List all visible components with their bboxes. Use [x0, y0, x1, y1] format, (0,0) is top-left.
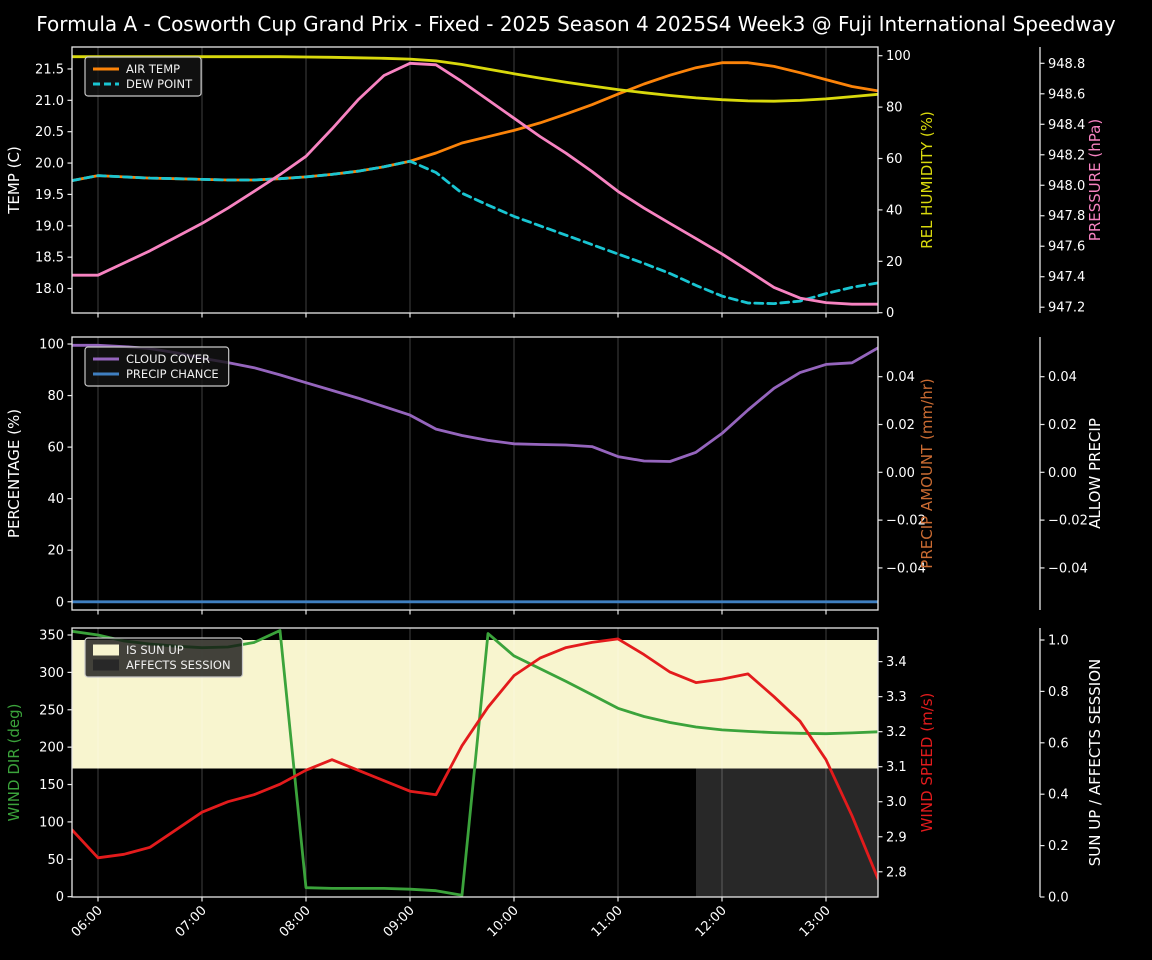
axis-label-temp-c-: TEMP (C) [5, 146, 23, 215]
svg-text:21.0: 21.0 [35, 94, 64, 109]
svg-text:0.04: 0.04 [1048, 370, 1077, 385]
svg-text:0.2: 0.2 [1048, 839, 1069, 854]
svg-text:3.0: 3.0 [886, 795, 907, 810]
svg-text:0.6: 0.6 [1048, 736, 1069, 751]
svg-text:20.5: 20.5 [35, 125, 64, 140]
svg-text:947.2: 947.2 [1048, 301, 1085, 316]
svg-text:3.4: 3.4 [886, 655, 907, 670]
axis-label-wind-dir-deg-: WIND DIR (deg) [5, 704, 23, 822]
svg-text:948.6: 948.6 [1048, 87, 1085, 102]
svg-text:60: 60 [886, 152, 903, 167]
svg-text:80: 80 [47, 389, 64, 404]
panel-temperature: 18.0 18.5 19.0 19.5 20.0 20.5 21.0 21.5 0 20 40 60 8… [5, 46, 1104, 321]
svg-text:0.8: 0.8 [1048, 685, 1069, 700]
x-tick-label: 06:00 [69, 903, 106, 940]
svg-text:50: 50 [47, 853, 64, 868]
svg-text:40: 40 [886, 203, 903, 218]
svg-text:0.00: 0.00 [886, 466, 915, 481]
svg-text:−0.02: −0.02 [886, 514, 926, 529]
svg-text:947.8: 947.8 [1048, 209, 1085, 224]
svg-text:80: 80 [886, 101, 903, 116]
svg-text:−0.04: −0.04 [886, 561, 926, 576]
panel-precipitation: 0 20 40 60 80 100 0.04 0.02 0.00 −0.02 −0.04 0.04 0.… [5, 336, 1104, 615]
svg-text:19.5: 19.5 [35, 188, 64, 203]
series-pressure [72, 61, 878, 306]
svg-text:3.1: 3.1 [886, 760, 907, 775]
axis-label-wind-speed-m-s-: WIND SPEED (m/s) [918, 693, 936, 833]
svg-text:18.5: 18.5 [35, 251, 64, 266]
x-tick-label: 10:00 [485, 903, 522, 940]
x-tick-label: 12:00 [693, 903, 730, 940]
svg-text:948.2: 948.2 [1048, 148, 1085, 163]
svg-text:948.0: 948.0 [1048, 179, 1085, 194]
svg-text:40: 40 [47, 492, 64, 507]
axis-label-pressure-hpa-: PRESSURE (hPa) [1086, 119, 1104, 241]
x-tick-label: 08:00 [277, 903, 314, 940]
svg-text:100: 100 [886, 49, 911, 64]
svg-text:150: 150 [39, 778, 64, 793]
svg-text:−0.04: −0.04 [1048, 561, 1088, 576]
series-wind-speed [72, 637, 878, 881]
svg-text:−0.02: −0.02 [1048, 514, 1088, 529]
svg-text:2.9: 2.9 [886, 830, 907, 845]
svg-text:3.2: 3.2 [886, 725, 907, 740]
svg-text:250: 250 [39, 703, 64, 718]
series-rel-humidity [72, 55, 878, 103]
svg-text:19.0: 19.0 [35, 219, 64, 234]
svg-text:3.3: 3.3 [886, 690, 907, 705]
axis-label-percentage-: PERCENTAGE (%) [5, 409, 23, 538]
x-tick-label: 11:00 [589, 903, 626, 940]
svg-text:18.0: 18.0 [35, 282, 64, 297]
legend-swatch-affects-session [93, 659, 119, 671]
x-tick-label: 13:00 [797, 903, 834, 940]
chart-title: Formula A - Cosworth Cup Grand Prix - Fi… [36, 12, 1116, 36]
svg-text:350: 350 [39, 628, 64, 643]
svg-text:0.02: 0.02 [1048, 418, 1077, 433]
svg-text:20: 20 [886, 255, 903, 270]
svg-text:948.4: 948.4 [1048, 118, 1085, 133]
svg-text:0: 0 [56, 595, 64, 610]
svg-text:947.4: 947.4 [1048, 270, 1085, 285]
svg-text:100: 100 [39, 338, 64, 353]
x-tick-label: 07:00 [173, 903, 210, 940]
legend-label-cloud-cover: CLOUD COVER [126, 352, 210, 366]
svg-text:2.8: 2.8 [886, 865, 907, 880]
legend-label-air-temp: AIR TEMP [126, 62, 180, 76]
svg-text:100: 100 [39, 815, 64, 830]
svg-text:60: 60 [47, 441, 64, 456]
legend-swatch-is-sun-up [93, 644, 119, 656]
legend-label-is-sun-up: IS SUN UP [126, 643, 184, 657]
svg-text:0: 0 [56, 890, 64, 905]
svg-text:200: 200 [39, 741, 64, 756]
axis-label-precip-amount-mm-hr-: PRECIP AMOUNT (mm/hr) [918, 378, 936, 568]
axis-label-sun-up-affects-session: SUN UP / AFFECTS SESSION [1086, 659, 1104, 867]
svg-text:21.5: 21.5 [35, 62, 64, 77]
svg-text:20: 20 [47, 544, 64, 559]
svg-text:947.6: 947.6 [1048, 240, 1085, 255]
svg-text:300: 300 [39, 666, 64, 681]
legend-label-dew-point: DEW POINT [126, 77, 193, 91]
legend-label-precip-chance: PRECIP CHANCE [126, 367, 219, 381]
band-affects-session [696, 768, 878, 897]
x-tick-label: 09:00 [381, 903, 418, 940]
svg-text:0.0: 0.0 [1048, 891, 1069, 906]
svg-text:0.02: 0.02 [886, 418, 915, 433]
series-dew-point [72, 159, 878, 305]
svg-text:0.00: 0.00 [1048, 466, 1077, 481]
svg-text:20.0: 20.0 [35, 157, 64, 172]
axis-label-rel-humidity-: REL HUMIDITY (%) [918, 111, 936, 249]
svg-text:0.4: 0.4 [1048, 788, 1069, 803]
axis-label-allow-precip: ALLOW PRECIP [1086, 418, 1104, 529]
legend-label-affects-session: AFFECTS SESSION [126, 658, 231, 672]
svg-text:948.8: 948.8 [1048, 57, 1085, 72]
svg-text:0.04: 0.04 [886, 370, 915, 385]
svg-text:0: 0 [886, 306, 894, 321]
svg-text:1.0: 1.0 [1048, 634, 1069, 649]
